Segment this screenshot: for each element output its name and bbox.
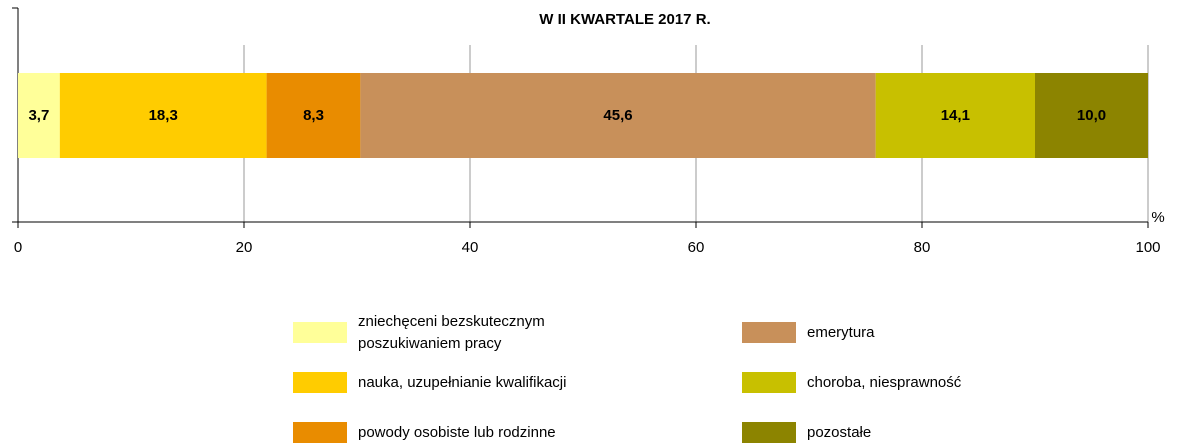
bar-segment xyxy=(18,73,60,158)
data-label: 10,0 xyxy=(1077,107,1106,124)
x-tick-label: 20 xyxy=(236,239,253,256)
legend-item: powody osobiste lub rodzinne xyxy=(293,422,556,443)
x-tick-label: 60 xyxy=(688,239,705,256)
legend-swatch xyxy=(742,372,796,393)
x-tick-label: 100 xyxy=(1135,239,1160,256)
legend-item: nauka, uzupełnianie kwalifikacji xyxy=(293,372,566,394)
legend-item: choroba, niesprawność xyxy=(742,372,961,394)
legend-item: pozostałe xyxy=(742,422,871,443)
legend-item: zniechęceni bezskutecznym poszukiwaniem … xyxy=(293,313,598,355)
x-axis-label: % xyxy=(1151,209,1164,226)
x-tick-label: 0 xyxy=(14,239,22,256)
data-label: 18,3 xyxy=(149,107,178,124)
legend-label: choroba, niesprawność xyxy=(807,374,962,391)
data-label: 45,6 xyxy=(603,107,632,124)
legend-label: emerytura xyxy=(807,324,875,341)
legend-label: nauka, uzupełnianie kwalifikacji xyxy=(358,374,567,391)
x-tick-label: 40 xyxy=(462,239,479,256)
data-label: 14,1 xyxy=(941,107,970,124)
bar-segment xyxy=(360,73,876,158)
bar-segment xyxy=(266,73,361,158)
legend-label: zniechęceni bezskutecznym poszukiwaniem … xyxy=(358,313,545,352)
legend-swatch xyxy=(293,422,347,443)
legend-swatch xyxy=(293,322,347,343)
bar-segment xyxy=(875,73,1035,158)
legend-label: powody osobiste lub rodzinne xyxy=(358,424,556,441)
data-label: 3,7 xyxy=(28,107,49,124)
x-tick-label: 80 xyxy=(914,239,931,256)
bar-segment xyxy=(59,73,267,158)
chart-title: W II KWARTALE 2017 R. xyxy=(539,11,710,28)
data-label: 8,3 xyxy=(303,107,324,124)
legend-swatch xyxy=(742,322,796,343)
legend-swatch xyxy=(293,372,347,393)
legend-label: pozostałe xyxy=(807,424,872,441)
legend-swatch xyxy=(742,422,796,443)
legend-item: emerytura xyxy=(742,322,875,344)
bar-segment xyxy=(1035,73,1148,158)
